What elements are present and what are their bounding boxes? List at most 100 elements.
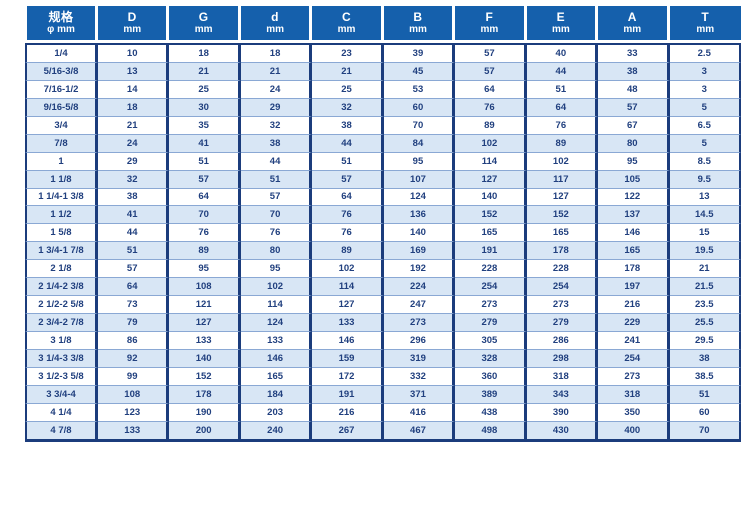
column-unit: mm <box>337 23 356 35</box>
value-cell: 318 <box>598 385 670 404</box>
value-cell: 51 <box>169 152 241 171</box>
value-cell: 127 <box>312 296 384 315</box>
value-cell: 241 <box>598 332 670 350</box>
value-cell: 51 <box>312 152 384 171</box>
value-cell: 165 <box>526 224 599 243</box>
value-cell: 29.5 <box>669 332 741 350</box>
value-cell: 124 <box>383 188 456 207</box>
value-cell: 3 <box>669 62 741 81</box>
value-cell: 24 <box>240 80 313 99</box>
table-row: 1 5/8 44 76 76 76 140 165 165 146 15 <box>25 224 741 243</box>
value-cell: 51 <box>526 80 599 99</box>
value-cell: 191 <box>312 385 384 404</box>
value-cell: 70 <box>669 421 741 442</box>
value-cell: 169 <box>383 242 456 261</box>
value-cell: 38 <box>98 188 170 207</box>
header-cell-d: d mm <box>240 6 313 43</box>
spec-cell: 1 1/4-1 3/8 <box>25 188 98 207</box>
value-cell: 39 <box>383 43 456 63</box>
column-unit: mm <box>194 23 213 35</box>
value-cell: 41 <box>98 206 170 225</box>
value-cell: 70 <box>383 116 456 135</box>
value-cell: 328 <box>455 349 527 368</box>
value-cell: 13 <box>669 188 741 207</box>
table-row: 7/8 24 41 38 44 84 102 89 80 5 <box>25 134 741 153</box>
value-cell: 224 <box>383 278 456 297</box>
value-cell: 32 <box>312 98 384 117</box>
value-cell: 108 <box>98 385 170 404</box>
value-cell: 5 <box>669 98 741 117</box>
value-cell: 343 <box>526 385 599 404</box>
value-cell: 13 <box>98 62 170 81</box>
value-cell: 86 <box>98 332 170 350</box>
value-cell: 108 <box>169 278 241 297</box>
value-cell: 371 <box>383 385 456 404</box>
table-row: 1 29 51 44 51 95 114 102 95 8.5 <box>25 152 741 171</box>
value-cell: 184 <box>240 385 313 404</box>
value-cell: 400 <box>598 421 670 442</box>
value-cell: 121 <box>169 296 241 315</box>
value-cell: 15 <box>669 224 741 243</box>
value-cell: 117 <box>526 170 599 189</box>
value-cell: 430 <box>526 421 599 442</box>
column-unit: mm <box>266 23 284 35</box>
value-cell: 296 <box>383 332 456 350</box>
value-cell: 8.5 <box>669 152 741 171</box>
column-letter: G <box>198 9 209 24</box>
value-cell: 79 <box>98 314 170 332</box>
value-cell: 19.5 <box>669 242 741 261</box>
value-cell: 51 <box>98 242 170 261</box>
value-cell: 146 <box>240 349 313 368</box>
value-cell: 107 <box>383 170 456 189</box>
value-cell: 25.5 <box>669 314 741 332</box>
value-cell: 254 <box>598 349 670 368</box>
value-cell: 216 <box>598 296 670 315</box>
value-cell: 298 <box>526 349 599 368</box>
value-cell: 32 <box>98 170 170 189</box>
value-cell: 197 <box>598 278 670 297</box>
value-cell: 360 <box>455 367 527 386</box>
value-cell: 95 <box>240 260 313 279</box>
value-cell: 57 <box>169 170 241 189</box>
value-cell: 70 <box>240 206 313 225</box>
value-cell: 133 <box>312 314 384 332</box>
value-cell: 89 <box>455 116 527 135</box>
value-cell: 216 <box>312 403 384 422</box>
value-cell: 57 <box>455 43 527 63</box>
value-cell: 64 <box>98 278 170 297</box>
value-cell: 80 <box>240 242 313 261</box>
value-cell: 152 <box>169 367 241 386</box>
value-cell: 114 <box>312 278 384 297</box>
spec-cell: 1 <box>25 152 98 171</box>
value-cell: 23 <box>312 43 384 63</box>
value-cell: 64 <box>526 98 599 117</box>
value-cell: 29 <box>98 152 170 171</box>
value-cell: 73 <box>98 296 170 315</box>
value-cell: 44 <box>240 152 313 171</box>
value-cell: 29 <box>240 98 313 117</box>
value-cell: 286 <box>526 332 599 350</box>
column-letter: A <box>627 9 637 24</box>
value-cell: 228 <box>526 260 599 279</box>
spec-cell: 7/8 <box>25 134 98 153</box>
value-cell: 21.5 <box>669 278 741 297</box>
value-cell: 89 <box>312 242 384 261</box>
spec-cell: 4 1/4 <box>25 403 98 422</box>
value-cell: 122 <box>598 188 670 207</box>
value-cell: 279 <box>526 314 599 332</box>
spec-cell: 3 1/8 <box>25 332 98 350</box>
value-cell: 45 <box>383 62 456 81</box>
table-row: 1 1/4-1 3/8 38 64 57 64 124 140 127 122 13 <box>25 188 741 207</box>
value-cell: 44 <box>98 224 170 243</box>
value-cell: 350 <box>598 403 670 422</box>
value-cell: 192 <box>383 260 456 279</box>
value-cell: 165 <box>455 224 527 243</box>
value-cell: 57 <box>312 170 384 189</box>
spec-cell: 7/16-1/2 <box>25 80 98 99</box>
column-letter: C <box>341 9 352 24</box>
